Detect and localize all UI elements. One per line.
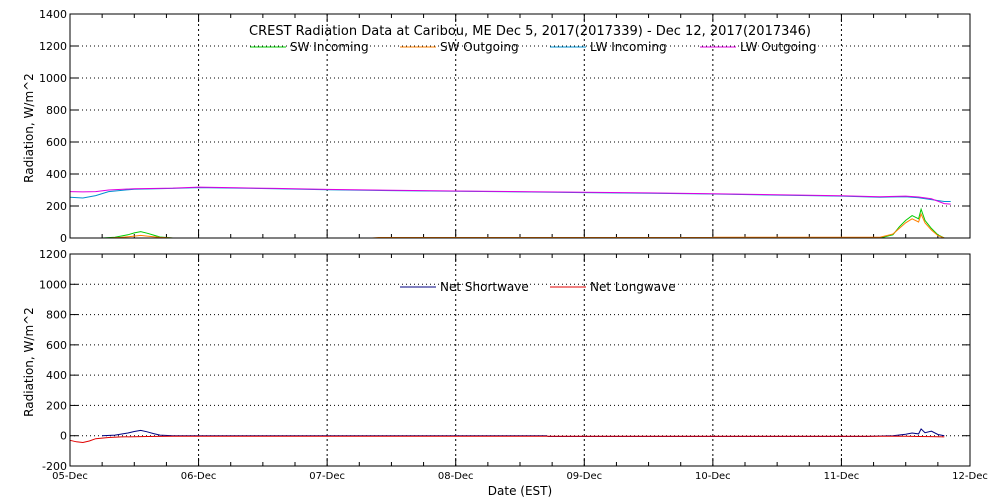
y-tick-label: 1000: [39, 72, 67, 85]
y-tick-label: 200: [46, 200, 67, 213]
y-tick-label: 1000: [39, 278, 67, 291]
series-line-net-longwave: [69, 435, 945, 444]
legend-label: Net Shortwave: [440, 280, 529, 294]
x-tick-label: 05-Dec: [52, 471, 88, 482]
y-tick-label: 800: [46, 104, 67, 117]
y-tick-label: 1200: [39, 40, 67, 53]
plot-layers: 0 200 400 600 800 1000 1200 1400 SW Incoming SW O…: [39, 8, 988, 482]
x-tick-label: 12-Dec: [952, 471, 988, 482]
panel-top: 0 200 400 600 800 1000 1200 1400 SW Incoming SW O…: [39, 8, 971, 245]
legend-label: LW Outgoing: [740, 40, 817, 54]
legend-label: LW Incoming: [590, 40, 667, 54]
y-tick-label: 200: [46, 399, 67, 412]
plot-frame: [69, 13, 971, 239]
x-tick-label: 06-Dec: [181, 471, 217, 482]
y-tick-label: 400: [46, 168, 67, 181]
y-tick-label: 0: [60, 430, 67, 443]
y-axis-label-top: Radiation, W/m^2: [22, 73, 36, 183]
y-tick-label: 600: [46, 136, 67, 149]
y-axis-label-bottom: Radiation, W/m^2: [22, 307, 36, 417]
x-axis-label: Date (EST): [488, 484, 552, 498]
y-tick-label: 0: [60, 232, 67, 245]
chart-title: CREST Radiation Data at Caribou, ME Dec …: [249, 24, 811, 39]
series-line-net-shortwave: [102, 428, 945, 437]
panel-bottom: -200 0 200 400 600 800 1000 1200 Net Shortwave Ne…: [39, 248, 971, 473]
x-tick-label: 10-Dec: [695, 471, 731, 482]
series-line-sw-outgoing: [108, 212, 945, 239]
y-tick-label: 400: [46, 369, 67, 382]
legend-label: Net Longwave: [590, 280, 676, 294]
y-tick-label: -200: [42, 460, 67, 473]
y-tick-label: 1400: [39, 8, 67, 21]
x-tick-label: 11-Dec: [824, 471, 860, 482]
x-tick-label: 08-Dec: [438, 471, 474, 482]
series-line-lw-incoming: [69, 187, 951, 202]
y-tick-label: 800: [46, 309, 67, 322]
series-line-lw-outgoing: [69, 186, 951, 205]
x-tick-label: 07-Dec: [309, 471, 345, 482]
series-line-sw-incoming: [102, 207, 945, 239]
y-tick-label: 600: [46, 339, 67, 352]
legend-label: SW Outgoing: [440, 40, 519, 54]
plot-frame: [69, 253, 971, 467]
legend-label: SW Incoming: [290, 40, 369, 54]
y-tick-label: 1200: [39, 248, 67, 261]
x-tick-label: 09-Dec: [566, 471, 602, 482]
